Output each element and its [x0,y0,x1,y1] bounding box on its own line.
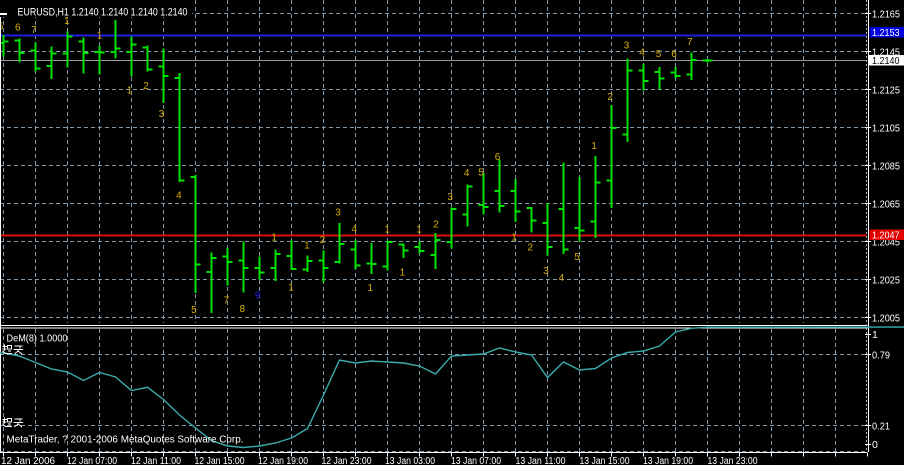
svg-text:1: 1 [511,233,517,244]
svg-text:EURUSD,H1 1.2140 1.2140 1.2140: EURUSD,H1 1.2140 1.2140 1.2140 1.2140 [18,7,188,19]
svg-text:1: 1 [416,225,422,236]
svg-text:13 Jan 03:00: 13 Jan 03:00 [385,456,435,465]
svg-text:1: 1 [127,86,133,97]
svg-text:4: 4 [352,224,358,235]
svg-text:1.2125: 1.2125 [872,84,900,96]
svg-text:0.79: 0.79 [872,349,890,361]
svg-text:13 Jan 11:00: 13 Jan 11:00 [516,456,566,465]
svg-text:13 Jan 19:00: 13 Jan 19:00 [643,456,693,465]
svg-text:1: 1 [97,31,103,42]
svg-text:1: 1 [591,141,597,152]
svg-text:12 Jan 2006: 12 Jan 2006 [1,456,55,465]
svg-text:3: 3 [335,208,341,219]
svg-text:4: 4 [464,168,470,179]
svg-text:2: 2 [607,92,613,103]
svg-text:5: 5 [191,305,197,316]
svg-text:0: 0 [872,439,878,451]
svg-text:5: 5 [0,22,4,33]
svg-text:1.2005: 1.2005 [872,312,900,324]
svg-text:DeM(8) 1.0000: DeM(8) 1.0000 [7,333,68,345]
svg-text:13 Jan 07:00: 13 Jan 07:00 [451,456,501,465]
svg-text:9: 9 [255,291,261,302]
svg-text:1: 1 [288,283,294,294]
svg-text:1.2165: 1.2165 [872,8,900,20]
svg-text:2: 2 [433,220,439,231]
svg-text:7: 7 [687,37,693,48]
svg-text:4: 4 [639,48,645,59]
svg-text:12 Jan 23:00: 12 Jan 23:00 [322,456,372,465]
svg-text:3: 3 [159,109,165,120]
svg-text:3: 3 [624,41,630,52]
svg-text:1.2105: 1.2105 [872,122,900,134]
svg-text:2: 2 [143,81,149,92]
svg-text:12 Jan 07:00: 12 Jan 07:00 [67,456,117,465]
svg-text:13 Jan 23:00: 13 Jan 23:00 [708,456,758,465]
svg-text:8: 8 [240,304,246,315]
svg-text:1: 1 [64,16,70,27]
svg-text:1.2085: 1.2085 [872,160,900,172]
svg-text:1: 1 [304,241,310,252]
svg-text:1.2047: 1.2047 [872,229,900,241]
svg-text:2: 2 [320,235,326,246]
svg-text:12 Jan 15:00: 12 Jan 15:00 [195,456,245,465]
svg-text:MetaTrader, ? 2001-2006 MetaQu: MetaTrader, ? 2001-2006 MetaQuotes Softw… [7,434,244,446]
svg-text:1.2140: 1.2140 [872,55,900,67]
svg-text:4: 4 [176,191,182,202]
svg-text:1.2025: 1.2025 [872,274,900,286]
svg-text:6: 6 [15,23,21,34]
svg-text:12 Jan 19:00: 12 Jan 19:00 [258,456,308,465]
svg-text:12 Jan 11:00: 12 Jan 11:00 [131,456,181,465]
svg-text:1: 1 [368,283,374,294]
svg-text:7: 7 [31,25,37,36]
svg-text:1: 1 [400,268,406,279]
svg-text:7: 7 [224,296,230,307]
svg-text:3: 3 [447,192,453,203]
svg-text:1: 1 [271,233,277,244]
svg-text:13 Jan 15:00: 13 Jan 15:00 [580,456,630,465]
svg-text:5: 5 [656,49,662,60]
svg-text:5: 5 [574,252,580,263]
svg-text:1: 1 [872,329,878,341]
svg-text:3: 3 [543,266,549,277]
svg-text:4: 4 [559,273,565,284]
svg-text:5: 5 [478,168,484,179]
svg-text:1.2065: 1.2065 [872,198,900,210]
svg-text:0.21: 0.21 [872,420,890,432]
svg-text:6: 6 [671,49,677,60]
svg-text:1.2153: 1.2153 [872,27,900,39]
svg-text:1: 1 [384,225,390,236]
svg-text:2: 2 [528,243,534,254]
svg-text:6: 6 [495,152,501,163]
